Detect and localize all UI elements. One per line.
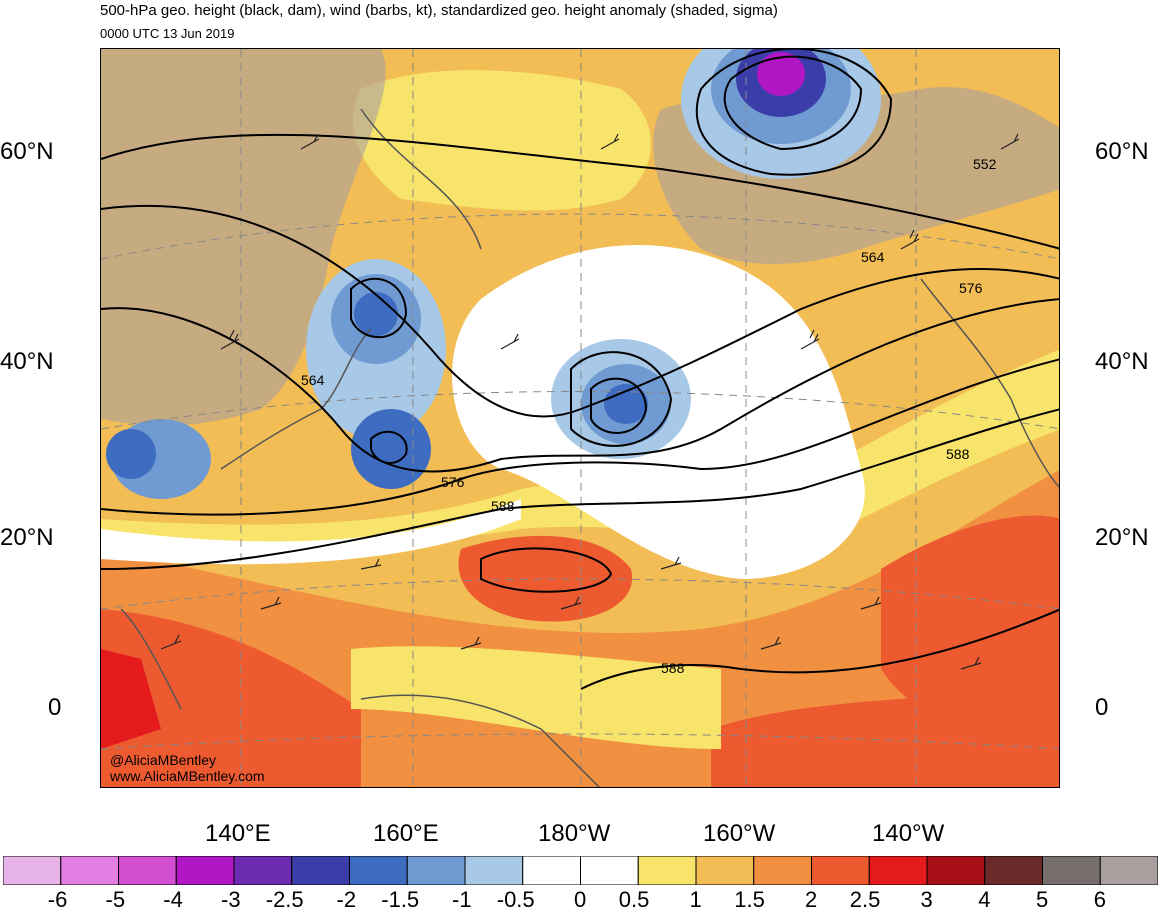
chart-title: 500-hPa geo. height (black, dam), wind (… <box>100 2 778 19</box>
wind-barbs <box>160 133 1020 670</box>
contour-label-564-west: 564 <box>301 372 325 388</box>
anomaly-fill-red-east <box>881 515 1059 730</box>
colorbar-swatch <box>522 856 581 885</box>
contour-labels: 552 564 576 576 588 588 588 564 <box>301 156 997 676</box>
colorbar-swatch <box>118 856 177 885</box>
colorbar-label: -2.5 <box>265 887 304 912</box>
lon-label-160e: 160°E <box>373 820 439 847</box>
lat-label-0-left: 0 <box>48 694 62 721</box>
colorbar-label: -4 <box>163 887 183 912</box>
colorbar-swatch <box>868 856 928 885</box>
colorbar-label: 2.5 <box>849 887 881 912</box>
contour-label-552: 552 <box>973 156 997 172</box>
colorbar-label: 2 <box>805 887 818 912</box>
colorbar-label: -6 <box>47 887 68 912</box>
chart-subtitle: 0000 UTC 13 Jun 2019 <box>100 26 235 41</box>
colorbar-label: 0.5 <box>618 887 650 912</box>
height-contours <box>101 49 1059 690</box>
anomaly-fill-yellow-north <box>353 70 651 211</box>
colorbar-swatch <box>1099 856 1158 885</box>
contour-label-588-south: 588 <box>661 660 685 676</box>
colorbar-label: -1.5 <box>381 887 420 912</box>
colorbar-label: 6 <box>1093 887 1106 912</box>
colorbar-swatch <box>753 856 812 885</box>
colorbar-label: 0 <box>574 887 587 912</box>
colorbar-swatch <box>291 856 350 885</box>
colorbar-label: -5 <box>105 887 126 912</box>
lat-label-20n-right: 20°N <box>1095 524 1149 551</box>
lon-label-160w: 160°W <box>703 820 776 847</box>
contour-label-588-center: 588 <box>491 498 515 514</box>
credit-handle: @AliciaMBentley <box>110 752 217 768</box>
colorbar-swatch <box>175 856 235 885</box>
anomaly-fill-red-west <box>101 609 361 787</box>
colorbar-swatch <box>695 856 755 885</box>
colorbar-label: 4 <box>978 887 991 912</box>
colorbar-swatch <box>406 856 466 885</box>
contour-label-588-east: 588 <box>946 446 970 462</box>
lon-label-140w: 140°W <box>872 820 945 847</box>
map-svg: 552 564 576 576 588 588 588 564 <box>101 49 1059 787</box>
colorbar-label: 1 <box>689 887 702 912</box>
colorbar <box>3 856 1158 885</box>
colorbar-swatch <box>637 856 697 885</box>
lat-label-20n-left: 20°N <box>0 524 54 551</box>
colorbar-label: -2 <box>336 887 357 912</box>
graticule <box>101 49 1059 787</box>
colorbar-label: -1 <box>452 887 472 912</box>
map-panel: 552 564 576 576 588 588 588 564 <box>100 48 1060 788</box>
colorbar-swatch <box>60 856 119 885</box>
anomaly-fill-neutral-band <box>101 499 521 565</box>
colorbar-swatch <box>233 856 293 885</box>
credit-website: www.AliciaMBentley.com <box>110 768 265 784</box>
colorbar-swatch <box>464 856 524 885</box>
lon-label-140e: 140°E <box>205 820 271 847</box>
colorbar-label: -3 <box>221 887 241 912</box>
contour-label-564-east: 564 <box>861 249 885 265</box>
colorbar-swatch <box>349 856 408 885</box>
colorbar-swatch <box>811 856 870 885</box>
anomaly-fill-red-south <box>711 689 1059 787</box>
coastlines <box>120 108 1059 787</box>
colorbar-swatch <box>984 856 1043 885</box>
lat-label-60n-right: 60°N <box>1095 138 1149 165</box>
lat-label-40n-right: 40°N <box>1095 348 1149 375</box>
lat-label-40n-left: 40°N <box>0 348 54 375</box>
colorbar-swatch <box>1042 856 1101 885</box>
lon-label-180w: 180°W <box>538 820 611 847</box>
colorbar-swatch <box>580 856 639 885</box>
contour-label-576-center: 576 <box>441 474 465 490</box>
colorbar-swatch <box>926 856 986 885</box>
lat-label-0-right: 0 <box>1095 694 1109 721</box>
anomaly-fill-deep-red <box>101 649 161 749</box>
colorbar-label: -0.5 <box>496 887 535 912</box>
colorbar-label: 5 <box>1036 887 1049 912</box>
colorbar-swatch <box>3 856 62 885</box>
lat-label-60n-left: 60°N <box>0 138 54 165</box>
colorbar-label: 3 <box>920 887 933 912</box>
contour-label-576-east: 576 <box>959 280 983 296</box>
colorbar-label: 1.5 <box>734 887 765 912</box>
